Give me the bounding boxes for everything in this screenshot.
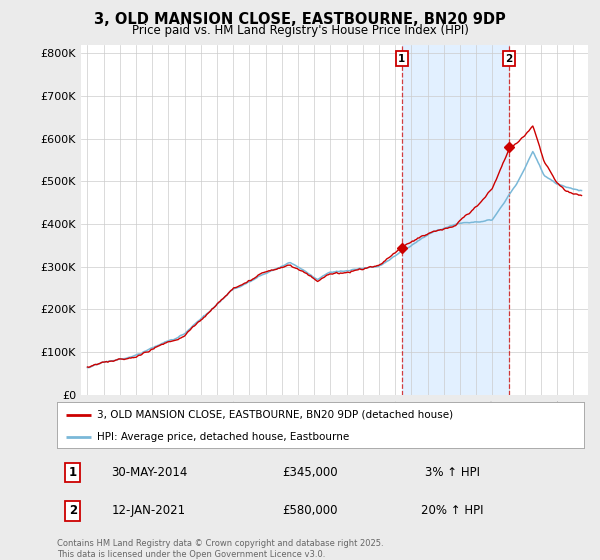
Text: 1: 1 [398, 54, 406, 63]
Text: £345,000: £345,000 [282, 466, 338, 479]
Text: 1: 1 [69, 466, 77, 479]
Text: 20% ↑ HPI: 20% ↑ HPI [421, 504, 484, 517]
Text: 2: 2 [69, 504, 77, 517]
Bar [402, 45, 509, 395]
Text: HPI: Average price, detached house, Eastbourne: HPI: Average price, detached house, East… [97, 432, 349, 441]
Text: 3, OLD MANSION CLOSE, EASTBOURNE, BN20 9DP (detached house): 3, OLD MANSION CLOSE, EASTBOURNE, BN20 9… [97, 410, 452, 420]
Text: Price paid vs. HM Land Registry's House Price Index (HPI): Price paid vs. HM Land Registry's House … [131, 24, 469, 36]
Text: 3% ↑ HPI: 3% ↑ HPI [425, 466, 479, 479]
Text: 30-MAY-2014: 30-MAY-2014 [111, 466, 187, 479]
Text: 12-JAN-2021: 12-JAN-2021 [112, 504, 186, 517]
Text: 2: 2 [505, 54, 513, 63]
Text: Contains HM Land Registry data © Crown copyright and database right 2025.
This d: Contains HM Land Registry data © Crown c… [57, 539, 383, 559]
Text: 3, OLD MANSION CLOSE, EASTBOURNE, BN20 9DP: 3, OLD MANSION CLOSE, EASTBOURNE, BN20 9… [94, 12, 506, 27]
Text: £580,000: £580,000 [282, 504, 338, 517]
